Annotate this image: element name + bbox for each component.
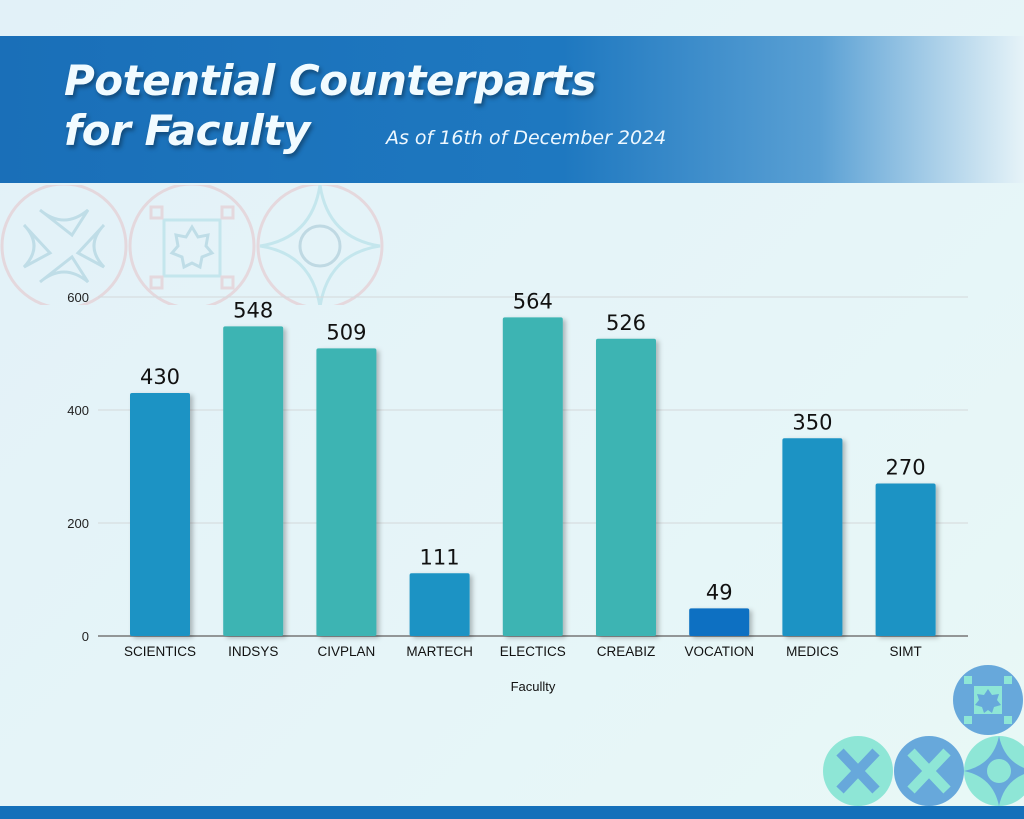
- data-label: 526: [606, 311, 646, 335]
- cross-petal-emblem-icon: [823, 736, 893, 806]
- title-line-1: Potential Counterparts: [64, 56, 596, 105]
- footer-bar: [0, 806, 1024, 819]
- x-tick-label: CREABIZ: [597, 644, 656, 659]
- star-tile-icon: [149, 205, 235, 290]
- y-tick-label: 0: [82, 629, 89, 644]
- x-tick-label: VOCATION: [684, 644, 754, 659]
- bar-civplan: [316, 348, 377, 636]
- bar-medics: [782, 438, 843, 636]
- four-point-star-emblem-icon: [964, 736, 1024, 806]
- cross-petal-icon: [22, 208, 106, 284]
- page-subtitle: As of 16th of December 2024: [386, 127, 667, 149]
- y-tick-label: 400: [67, 403, 89, 418]
- title-banner: [0, 36, 1024, 183]
- bar-martech: [409, 573, 470, 636]
- emblem-ring-icon: [0, 185, 128, 305]
- bar-simt: [875, 483, 936, 636]
- bar-creabiz: [596, 338, 656, 636]
- bar-scientics: [130, 393, 190, 636]
- page-title: Potential Counterparts for Faculty: [64, 56, 596, 156]
- data-label: 111: [420, 545, 460, 569]
- x-axis-title: Facullty: [511, 679, 556, 694]
- x-tick-label: SIMT: [889, 644, 921, 659]
- x-tick-label: INDSYS: [228, 644, 278, 659]
- y-tick-label: 200: [67, 516, 89, 531]
- data-label: 548: [233, 298, 273, 322]
- star-tile-emblem-icon: [953, 665, 1023, 735]
- four-point-star-icon: [259, 185, 381, 305]
- data-label: 509: [326, 320, 366, 344]
- x-tick-label: ELECTICS: [500, 644, 566, 659]
- x-tick-label: SCIENTICS: [124, 644, 196, 659]
- bar-indsys: [223, 326, 284, 636]
- x-tick-label: MARTECH: [406, 644, 473, 659]
- y-tick-label: 600: [67, 290, 89, 305]
- data-label: 564: [513, 289, 553, 313]
- title-line-2: for Faculty: [64, 106, 310, 155]
- x-tick-label: CIVPLAN: [318, 644, 376, 659]
- decorative-emblems-solid: [823, 665, 1024, 806]
- data-label: 270: [886, 455, 926, 479]
- data-label: 430: [140, 365, 180, 389]
- emblem-ring-icon: [128, 185, 256, 305]
- data-label: 49: [706, 580, 733, 604]
- cross-petal-emblem-icon: [894, 736, 964, 806]
- x-tick-label: MEDICS: [786, 644, 839, 659]
- data-label: 350: [792, 410, 832, 434]
- bar-vocation: [689, 608, 750, 636]
- decorative-emblems-faded: [0, 185, 384, 305]
- emblem-ring-icon: [256, 185, 384, 305]
- bar-electics: [502, 317, 563, 636]
